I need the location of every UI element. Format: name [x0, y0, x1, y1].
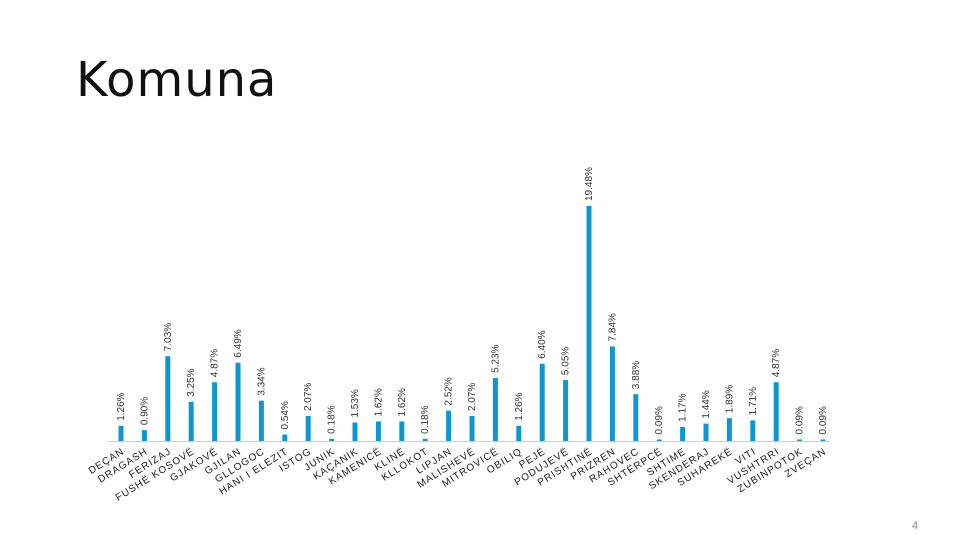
data-label: 2.07%	[303, 383, 314, 411]
bar	[212, 382, 218, 441]
data-label: 0.54%	[280, 401, 291, 429]
data-label: 1.26%	[116, 392, 127, 420]
bar	[586, 206, 592, 441]
data-label: 7.03%	[163, 323, 174, 351]
bar	[118, 425, 124, 441]
data-label: 1.71%	[748, 387, 759, 415]
data-label: 1.62%	[397, 388, 408, 416]
data-label: 1.44%	[701, 390, 712, 418]
bar	[773, 382, 779, 441]
slide-number: 4	[911, 520, 918, 532]
data-label: 5.05%	[561, 347, 572, 375]
bar	[609, 346, 615, 441]
bar	[258, 400, 264, 441]
data-label: 1.53%	[350, 389, 361, 417]
data-label: 2.52%	[444, 377, 455, 405]
data-label: 1.26%	[514, 392, 525, 420]
bar	[680, 426, 686, 441]
bar	[563, 380, 569, 441]
data-label: 4.87%	[771, 349, 782, 377]
bar	[446, 410, 452, 441]
bar	[305, 416, 311, 441]
data-label: 0.09%	[795, 406, 806, 434]
data-label: 0.09%	[818, 406, 829, 434]
bar	[375, 421, 381, 441]
slide-title: Komuna	[76, 52, 278, 108]
data-label: 0.09%	[654, 406, 665, 434]
bar	[141, 430, 147, 441]
bar	[352, 422, 358, 441]
bar	[633, 394, 639, 441]
data-label: 19.48%	[584, 167, 595, 201]
bar	[656, 439, 662, 441]
bar	[726, 418, 732, 441]
bar	[422, 438, 428, 441]
bar	[516, 425, 522, 441]
data-label: 3.34%	[256, 367, 267, 395]
bar	[820, 439, 826, 441]
bar	[329, 438, 335, 441]
bar	[492, 377, 498, 441]
bar	[469, 416, 475, 441]
data-label: 0.90%	[139, 397, 150, 425]
bar	[797, 439, 803, 441]
bar	[165, 356, 171, 441]
data-label: 3.88%	[631, 361, 642, 389]
data-label: 5.23%	[490, 344, 501, 372]
data-label: 6.40%	[537, 330, 548, 358]
bar	[399, 421, 405, 441]
data-label: 1.89%	[724, 385, 735, 413]
data-label: 2.07%	[467, 383, 478, 411]
data-label: 1.17%	[678, 393, 689, 421]
bar	[188, 401, 194, 441]
bar	[235, 362, 241, 441]
data-label: 3.25%	[186, 368, 197, 396]
bar	[750, 420, 756, 441]
data-label: 0.18%	[327, 405, 338, 433]
bar	[703, 423, 709, 441]
data-label: 0.18%	[420, 405, 431, 433]
data-label: 7.84%	[607, 313, 618, 341]
bar	[539, 363, 545, 441]
bar	[282, 434, 288, 441]
data-label: 4.87%	[210, 349, 221, 377]
data-label: 6.49%	[233, 329, 244, 357]
data-label: 1.62%	[373, 388, 384, 416]
